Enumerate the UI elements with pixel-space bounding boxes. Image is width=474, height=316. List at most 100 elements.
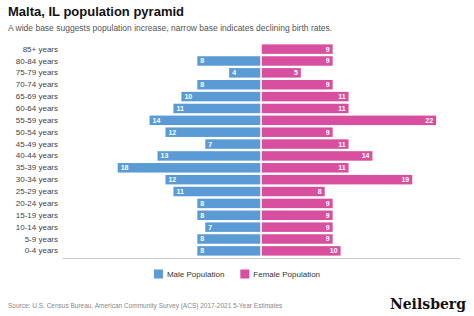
data-label: 10 xyxy=(330,247,338,254)
data-label: 9 xyxy=(326,57,330,64)
data-label: 9 xyxy=(326,129,330,136)
tick-label: 80-84 years xyxy=(16,57,58,66)
data-label: 10 xyxy=(184,93,192,100)
tick-label: 20-24 years xyxy=(16,199,58,208)
tick: 65-69 years xyxy=(16,92,62,101)
brand: Neilsberg xyxy=(390,296,466,312)
legend-swatch xyxy=(240,270,249,279)
bar xyxy=(197,234,261,243)
bar xyxy=(261,104,349,113)
bar xyxy=(261,92,349,101)
tick: 15-19 years xyxy=(16,211,62,220)
data-label: 11 xyxy=(338,164,346,171)
bar xyxy=(261,68,301,77)
tick-label: 10-14 years xyxy=(16,223,58,232)
tick-label: 15-19 years xyxy=(16,211,58,220)
bar xyxy=(197,56,261,65)
data-label: 13 xyxy=(161,152,169,159)
tick-label: 70-74 years xyxy=(16,80,58,89)
bar xyxy=(197,246,261,255)
data-label: 9 xyxy=(326,200,330,207)
tick: 40-44 years xyxy=(16,151,62,160)
bar xyxy=(261,56,333,65)
data-label: 9 xyxy=(326,46,330,53)
data-label: 8 xyxy=(200,200,204,207)
bar xyxy=(165,175,261,184)
tick-label: 5-9 years xyxy=(25,235,58,244)
tick: 75-79 years xyxy=(16,68,62,77)
bar xyxy=(158,151,261,160)
data-label: 7 xyxy=(208,141,212,148)
data-label: 14 xyxy=(362,152,370,159)
tick: 25-29 years xyxy=(16,187,62,196)
bar xyxy=(261,222,333,231)
chart: Malta, IL population pyramid A wide base … xyxy=(0,0,474,316)
data-label: 11 xyxy=(176,105,184,112)
data-labels: 8878811121813712141110848109999819111411… xyxy=(121,46,433,255)
bar xyxy=(173,187,261,196)
subtitle: A wide base suggests population increase… xyxy=(8,23,332,33)
bar xyxy=(150,116,261,125)
legend-label: Male Population xyxy=(167,270,224,279)
data-label: 4 xyxy=(232,69,236,76)
bar xyxy=(261,187,325,196)
bar xyxy=(261,139,349,148)
tick-label: 85+ years xyxy=(23,45,58,54)
data-label: 8 xyxy=(200,247,204,254)
tick-label: 40-44 years xyxy=(16,151,58,160)
tick-label: 50-54 years xyxy=(16,128,58,137)
tick: 5-9 years xyxy=(25,235,62,244)
source: Source: U.S. Census Bureau, American Com… xyxy=(8,302,283,310)
center-line xyxy=(260,42,262,258)
legend: Male Population Female Population xyxy=(154,270,320,279)
x-axis xyxy=(63,258,461,259)
series-1 xyxy=(261,44,436,255)
bar xyxy=(181,92,261,101)
bar xyxy=(261,175,412,184)
tick: 60-64 years xyxy=(16,104,62,113)
legend-swatch xyxy=(154,270,163,279)
y-axis: 0-4 years 5-9 years 10-14 years 15-19 years… xyxy=(16,45,62,256)
data-label: 9 xyxy=(326,235,330,242)
tick: 55-59 years xyxy=(16,116,62,125)
tick: 35-39 years xyxy=(16,163,62,172)
tick: 80-84 years xyxy=(16,57,62,66)
tick: 45-49 years xyxy=(16,140,62,149)
legend-item: Male Population xyxy=(154,270,224,279)
bar xyxy=(165,127,261,136)
data-label: 8 xyxy=(200,212,204,219)
data-label: 12 xyxy=(168,176,176,183)
data-label: 14 xyxy=(153,117,161,124)
legend-item: Female Population xyxy=(240,270,320,279)
bar xyxy=(197,80,261,89)
data-label: 11 xyxy=(176,188,184,195)
bars xyxy=(118,44,436,255)
data-label: 18 xyxy=(121,164,129,171)
bar xyxy=(229,68,261,77)
bar xyxy=(261,246,341,255)
bar xyxy=(118,163,261,172)
tick-label: 25-29 years xyxy=(16,187,58,196)
data-label: 22 xyxy=(425,117,433,124)
data-label: 9 xyxy=(326,81,330,88)
bar xyxy=(261,199,333,208)
tick-label: 75-79 years xyxy=(16,68,58,77)
bar xyxy=(261,80,333,89)
tick: 70-74 years xyxy=(16,80,62,89)
data-label: 19 xyxy=(401,176,409,183)
data-label: 9 xyxy=(326,224,330,231)
data-label: 11 xyxy=(338,141,346,148)
bar xyxy=(205,139,261,148)
bar xyxy=(261,127,333,136)
axis-line xyxy=(63,258,461,259)
tick-label: 0-4 years xyxy=(25,246,58,255)
tick: 0-4 years xyxy=(25,246,62,255)
data-label: 11 xyxy=(338,93,346,100)
bar xyxy=(197,211,261,220)
bar xyxy=(261,211,333,220)
title: Malta, IL population pyramid xyxy=(8,4,184,19)
data-label: 8 xyxy=(200,235,204,242)
bar xyxy=(261,116,436,125)
legend-label: Female Population xyxy=(253,270,320,279)
bar xyxy=(261,234,333,243)
